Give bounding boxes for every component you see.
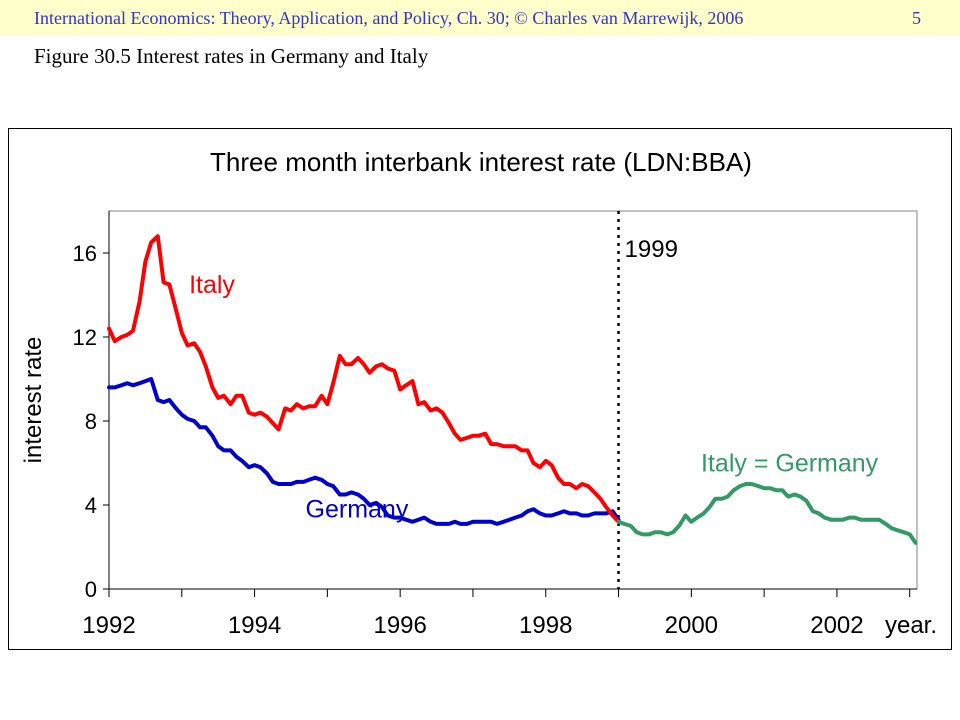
page-number: 5	[912, 8, 921, 28]
y-tick-label: 0	[85, 577, 97, 602]
x-tick-label: 1996	[373, 612, 426, 639]
x-tick-label: 1998	[519, 612, 572, 639]
x-tick-label: 2002	[810, 612, 863, 639]
y-tick-label: 16	[73, 241, 97, 266]
y-tick-label: 8	[85, 409, 97, 434]
y-tick-label: 4	[85, 493, 97, 518]
x-tick-label: 2000	[665, 612, 718, 639]
vline-label: 1999	[625, 236, 678, 263]
chart-frame: Three month interbank interest rate (LDN…	[8, 128, 952, 650]
header-bar: International Economics: Theory, Applica…	[0, 0, 960, 36]
common-series-line	[616, 482, 918, 545]
italy-equals-germany-label: Italy = Germany	[701, 449, 879, 477]
interest-rate-chart: Three month interbank interest rate (LDN…	[20, 147, 937, 639]
x-tick-label: 1994	[228, 612, 281, 639]
germany-series-line	[107, 377, 621, 526]
plot-area	[108, 210, 918, 590]
header-text: International Economics: Theory, Applica…	[34, 8, 744, 28]
italy-series-line	[107, 234, 621, 524]
x-tick-label: 1992	[82, 612, 135, 639]
x-axis-label: year.	[885, 612, 937, 639]
chart-title: Three month interbank interest rate (LDN…	[210, 147, 752, 177]
y-tick-label: 12	[73, 325, 97, 350]
germany-label: Germany	[306, 496, 409, 524]
italy-label: Italy	[189, 271, 235, 299]
y-axis-label: interest rate	[20, 337, 47, 464]
slide-title: Figure 30.5 Interest rates in Germany an…	[34, 44, 429, 68]
